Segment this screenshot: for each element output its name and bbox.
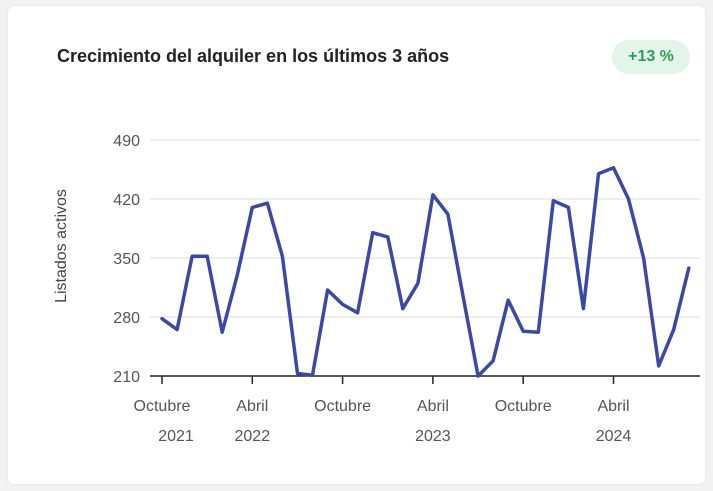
data-point <box>266 202 269 205</box>
data-point <box>401 307 404 310</box>
data-point <box>461 294 465 298</box>
x-tick-month: Abril <box>597 398 629 415</box>
data-point <box>657 364 660 368</box>
data-point <box>326 288 329 292</box>
data-point <box>537 330 540 334</box>
data-point <box>175 328 179 331</box>
data-point <box>296 372 299 375</box>
data-point <box>371 231 374 234</box>
data-point <box>627 197 630 201</box>
x-tick-month: Octubre <box>495 398 552 415</box>
x-tick-month: Abril <box>236 398 268 415</box>
data-point <box>311 373 314 377</box>
x-tick-month: Abril <box>417 398 449 415</box>
data-point <box>356 311 359 314</box>
data-point <box>506 298 510 302</box>
data-point <box>567 206 570 209</box>
data-point <box>476 374 480 378</box>
x-tick-year: 2022 <box>235 428 271 445</box>
data-point <box>205 255 209 258</box>
data-point <box>221 330 224 334</box>
y-tick-label: 350 <box>113 251 140 268</box>
y-axis-label: Listados activos <box>53 189 70 303</box>
data-point <box>597 172 600 175</box>
x-tick-month: Octubre <box>134 398 191 415</box>
x-tick-labels: Octubre 2021 Abril 2022 Octubre Abril 2023 Octu… <box>134 376 632 445</box>
data-point <box>251 206 254 209</box>
y-tick-label: 280 <box>113 310 140 327</box>
data-point <box>386 235 389 239</box>
data-point <box>281 255 284 258</box>
data-point <box>642 256 645 260</box>
data-point <box>190 255 194 258</box>
data-point <box>446 212 450 216</box>
data-point <box>416 282 420 285</box>
y-tick-label: 210 <box>113 369 140 386</box>
data-point <box>341 303 344 306</box>
y-tick-label: 490 <box>113 133 140 150</box>
data-point <box>431 193 435 196</box>
y-tick-labels: 210 280 350 420 490 <box>113 133 140 386</box>
x-tick-year: 2021 <box>158 428 194 445</box>
data-point <box>160 317 164 320</box>
grid-lines <box>150 139 700 318</box>
data-point <box>491 359 495 363</box>
data-point <box>552 199 555 202</box>
chart-title: Crecimiento del alquiler en los últimos … <box>57 46 450 66</box>
data-point <box>612 166 615 170</box>
x-tick-year: 2024 <box>596 428 632 445</box>
y-tick-label: 420 <box>113 192 140 209</box>
data-point <box>522 330 525 333</box>
data-point <box>687 266 690 270</box>
data-point <box>236 273 239 277</box>
data-point <box>672 328 675 331</box>
x-tick-month: Octubre <box>314 398 371 415</box>
growth-badge: +13 % <box>612 40 690 74</box>
series-layer <box>160 166 691 378</box>
x-tick-year: 2023 <box>415 428 451 445</box>
data-point <box>582 307 585 310</box>
series-line-listados <box>160 166 691 378</box>
